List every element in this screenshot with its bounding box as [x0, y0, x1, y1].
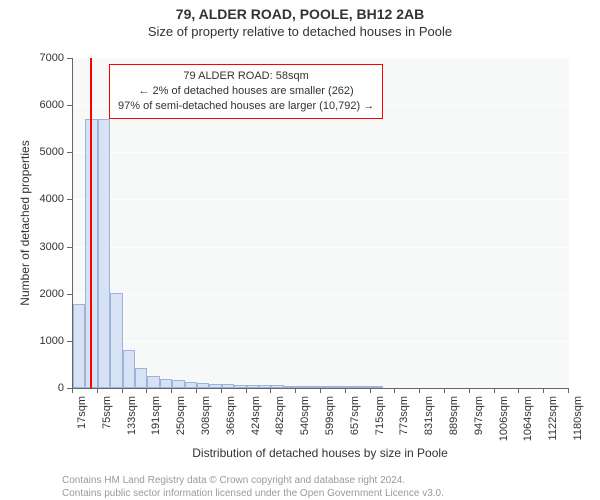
annotation-line-3: 97% of semi-detached houses are larger (… [118, 99, 374, 114]
x-tick [270, 388, 271, 393]
histogram-bar [321, 386, 333, 388]
x-tick [494, 388, 495, 393]
histogram-bar [160, 379, 172, 388]
x-tick [444, 388, 445, 393]
histogram-bar [172, 380, 184, 388]
y-tick-label: 5000 [24, 146, 64, 158]
page-title: 79, ALDER ROAD, POOLE, BH12 2AB [0, 6, 600, 22]
page-subtitle: Size of property relative to detached ho… [0, 24, 600, 39]
histogram-bar [123, 350, 135, 388]
x-tick-label: 133sqm [126, 396, 138, 446]
x-tick [295, 388, 296, 393]
x-tick [122, 388, 123, 393]
y-tick-label: 1000 [24, 335, 64, 347]
y-tick [67, 199, 72, 200]
x-tick [543, 388, 544, 393]
y-tick [67, 152, 72, 153]
x-tick-label: 191sqm [150, 396, 162, 446]
y-tick-label: 0 [24, 382, 64, 394]
y-tick-label: 3000 [24, 241, 64, 253]
x-tick-label: 889sqm [448, 396, 460, 446]
x-tick [518, 388, 519, 393]
y-tick-label: 2000 [24, 288, 64, 300]
x-tick-label: 424sqm [250, 396, 262, 446]
gridline [73, 58, 569, 59]
footer-line-2: Contains public sector information licen… [62, 487, 444, 500]
x-tick [97, 388, 98, 393]
x-tick [568, 388, 569, 393]
x-tick [320, 388, 321, 393]
x-tick-label: 947sqm [473, 396, 485, 446]
histogram-bar [98, 119, 110, 388]
x-tick-label: 540sqm [299, 396, 311, 446]
footer-attribution: Contains HM Land Registry data © Crown c… [62, 474, 444, 500]
histogram-bar [73, 304, 85, 388]
y-tick-label: 6000 [24, 99, 64, 111]
x-tick [370, 388, 371, 393]
histogram-bar [247, 385, 259, 388]
y-tick [67, 247, 72, 248]
gridline [73, 199, 569, 200]
histogram-bar [371, 386, 383, 388]
x-tick [196, 388, 197, 393]
x-tick-label: 773sqm [398, 396, 410, 446]
x-tick-label: 1064sqm [522, 396, 534, 446]
gridline [73, 341, 569, 342]
x-tick-label: 17sqm [76, 396, 88, 446]
x-tick-label: 657sqm [349, 396, 361, 446]
x-tick-label: 599sqm [324, 396, 336, 446]
histogram-bar [135, 368, 147, 388]
x-tick-label: 308sqm [200, 396, 212, 446]
x-tick-label: 831sqm [423, 396, 435, 446]
gridline [73, 247, 569, 248]
x-tick [246, 388, 247, 393]
property-marker-line [90, 58, 92, 388]
annotation-line-1: 79 ALDER ROAD: 58sqm [118, 69, 374, 84]
annotation-line-2: ← 2% of detached houses are smaller (262… [118, 84, 374, 99]
histogram-bar [346, 386, 358, 388]
x-tick [394, 388, 395, 393]
x-tick-label: 366sqm [225, 396, 237, 446]
x-tick-label: 1180sqm [572, 396, 584, 446]
y-tick [67, 58, 72, 59]
gridline [73, 152, 569, 153]
x-tick [72, 388, 73, 393]
x-tick-label: 715sqm [374, 396, 386, 446]
x-tick [345, 388, 346, 393]
y-tick-label: 4000 [24, 193, 64, 205]
gridline [73, 294, 569, 295]
y-tick [67, 105, 72, 106]
x-tick-label: 1122sqm [547, 396, 559, 446]
x-tick [419, 388, 420, 393]
histogram-bar [197, 383, 209, 388]
histogram-bar [110, 293, 122, 388]
x-tick [146, 388, 147, 393]
y-tick [67, 294, 72, 295]
x-tick-label: 482sqm [274, 396, 286, 446]
annotation-box: 79 ALDER ROAD: 58sqm ← 2% of detached ho… [109, 64, 383, 119]
x-tick [171, 388, 172, 393]
histogram-bar [296, 386, 308, 388]
histogram-bar [271, 385, 283, 388]
x-tick-label: 1006sqm [498, 396, 510, 446]
y-tick [67, 341, 72, 342]
x-tick [221, 388, 222, 393]
footer-line-1: Contains HM Land Registry data © Crown c… [62, 474, 444, 487]
x-tick-label: 250sqm [175, 396, 187, 446]
y-tick-label: 7000 [24, 52, 64, 64]
x-tick-label: 75sqm [101, 396, 113, 446]
x-axis-title: Distribution of detached houses by size … [72, 446, 568, 460]
histogram-bar [222, 384, 234, 388]
histogram-bar [147, 376, 159, 388]
x-tick [469, 388, 470, 393]
